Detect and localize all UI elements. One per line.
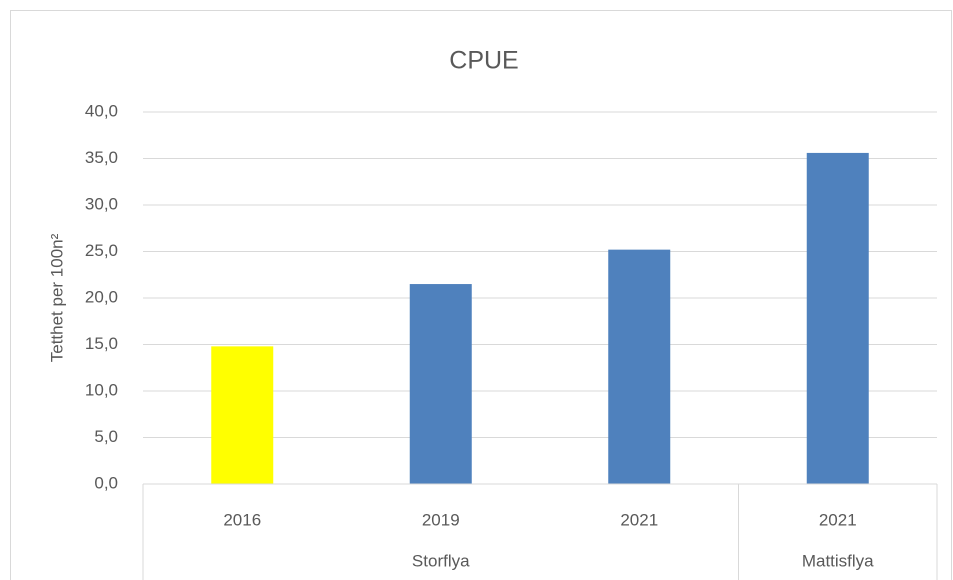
y-tick-label: 15,0	[85, 334, 118, 353]
y-tick-label: 35,0	[85, 148, 118, 167]
y-tick-label: 30,0	[85, 194, 118, 213]
bar	[806, 152, 869, 485]
y-axis-label: Tetthet per 100n²	[47, 233, 66, 362]
x-tick-label: 2019	[422, 510, 460, 529]
y-tick-label: 40,0	[85, 101, 118, 120]
bar	[211, 346, 274, 484]
y-tick-label: 0,0	[94, 473, 118, 492]
chart-border	[10, 10, 952, 580]
x-tick-label: 2021	[819, 510, 857, 529]
x-tick-label: 2021	[620, 510, 658, 529]
x-tick-label: 2016	[223, 510, 261, 529]
bar	[608, 249, 671, 484]
y-tick-label: 25,0	[85, 241, 118, 260]
y-tick-label: 10,0	[85, 380, 118, 399]
chart-title: CPUE	[449, 47, 518, 75]
y-tick-label: 5,0	[94, 427, 118, 446]
y-tick-label: 20,0	[85, 287, 118, 306]
bar	[409, 284, 472, 484]
group-label: Mattisflya	[802, 551, 874, 570]
group-label: Storflya	[412, 551, 470, 570]
